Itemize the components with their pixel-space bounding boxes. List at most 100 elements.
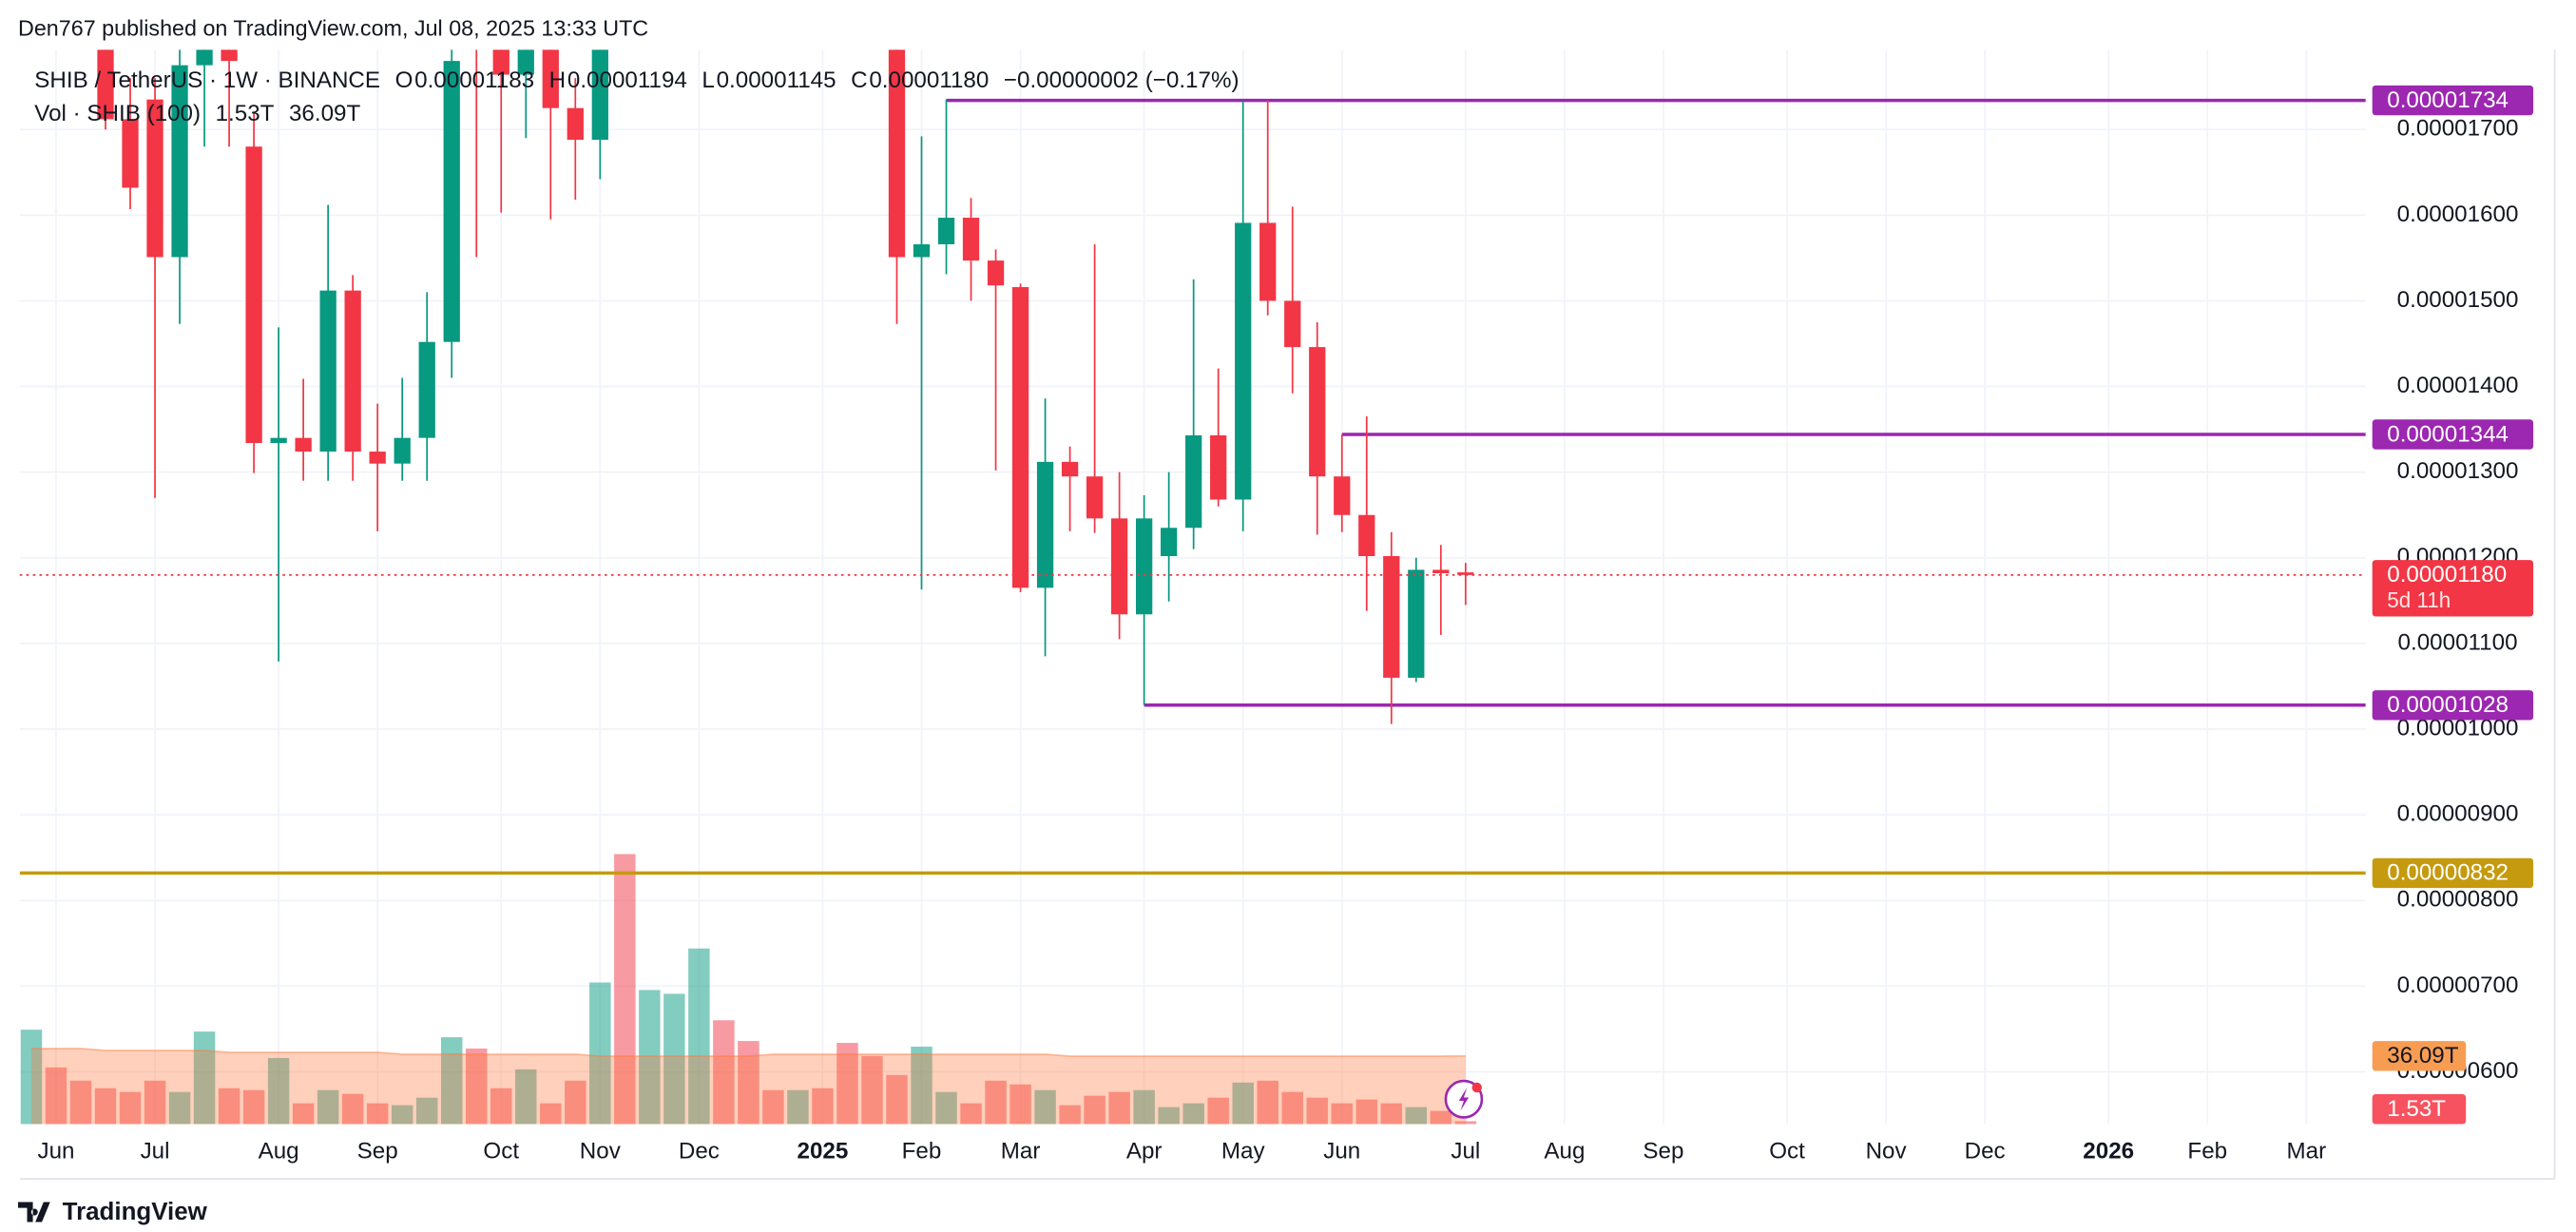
volume-bar [762, 1089, 784, 1125]
volume-ma-line [30, 1048, 1466, 1057]
volume-bar [292, 1103, 315, 1125]
volume-bar [1108, 1091, 1130, 1125]
candle-body [319, 290, 336, 452]
x-tick-label: Sep [1643, 1139, 1683, 1165]
candle-body [1110, 518, 1128, 615]
volume-bar [738, 1041, 759, 1125]
candle-body [1432, 569, 1450, 574]
candle-body [369, 452, 386, 464]
legend-volume-ma: 36.09T [289, 101, 360, 126]
replay-icon[interactable] [1444, 1079, 1484, 1119]
volume-bar [1009, 1084, 1031, 1125]
header: Den767 published on TradingView.com, Jul… [18, 16, 648, 41]
volume-bar [440, 1037, 463, 1125]
x-tick-label: Feb [2187, 1139, 2227, 1165]
volume-bar [415, 1097, 438, 1125]
volume-bar [1084, 1095, 1105, 1125]
x-tick-label: Dec [1965, 1139, 2006, 1165]
y-tick-label: 0.00001700 [2397, 116, 2519, 142]
volume-bar [317, 1089, 339, 1125]
volume-bar [861, 1055, 883, 1125]
y-tick-label: 0.00000900 [2397, 800, 2519, 826]
replay-dot [1471, 1082, 1482, 1093]
volume-bar [935, 1091, 957, 1125]
volume-bar [218, 1088, 240, 1125]
x-tick-label: 2026 [2083, 1139, 2134, 1165]
x-tick-label: Nov [580, 1139, 622, 1165]
volume-bar [1281, 1091, 1303, 1125]
volume-bar [168, 1091, 191, 1125]
candle-body [1061, 461, 1079, 477]
volume-bar [391, 1105, 413, 1125]
volume-bar [1306, 1097, 1328, 1125]
volume-bar [812, 1088, 834, 1125]
x-tick-label: Mar [2287, 1139, 2327, 1165]
candle-body [1210, 434, 1227, 500]
plot-area [19, 49, 2366, 1125]
level-tag [2372, 690, 2534, 721]
volume-bar [1331, 1103, 1353, 1125]
volume-bar [911, 1047, 932, 1125]
x-tick-label: Dec [679, 1139, 720, 1165]
y-tick-label: 0.00001100 [2398, 629, 2518, 655]
volume-bar [1232, 1082, 1254, 1125]
volume-ma-tag-label: 36.09T [2387, 1043, 2458, 1068]
x-tick-label: May [1221, 1139, 1266, 1165]
volume-bar [787, 1089, 809, 1125]
level-tag-label: 0.00001344 [2387, 421, 2509, 447]
candle-body [295, 437, 312, 452]
level-tag-label: 0.00000832 [2387, 860, 2509, 886]
footer-logo: TradingView [18, 1197, 208, 1225]
legend-value: 0.00001145 [717, 67, 836, 93]
volume-tag [2372, 1094, 2467, 1125]
legend-key: H [549, 67, 566, 93]
volume-bar [639, 990, 661, 1125]
volume-bar [886, 1074, 908, 1125]
candle-body [344, 290, 361, 452]
volume-bar [69, 1080, 92, 1125]
volume-bar [1380, 1103, 1403, 1125]
x-tick-label: Sep [357, 1139, 398, 1165]
candle-body [1135, 518, 1153, 615]
candle-body [1036, 461, 1054, 588]
candle-body [1408, 569, 1425, 678]
volume-bar [565, 1080, 586, 1125]
candle-body [1235, 222, 1252, 500]
x-tick-label: Aug [1544, 1139, 1585, 1165]
level-tag-label: 0.00001734 [2387, 87, 2509, 113]
legend-volume-title: Vol · SHIB (100) [34, 101, 201, 126]
legend-change: −0.00000002 [1004, 67, 1139, 93]
candle-body [146, 99, 163, 258]
candle-body [888, 49, 906, 258]
y-tick-label: 0.00000800 [2397, 887, 2519, 913]
volume-tag-label: 1.53T [2387, 1096, 2446, 1122]
legend-value: 0.00001194 [567, 67, 687, 93]
volume-bar [985, 1080, 1007, 1125]
y-tick-label: 0.00000700 [2397, 972, 2519, 998]
legend-symbol: SHIB / TetherUS · 1W · BINANCE [34, 67, 380, 93]
volume-bar [1059, 1105, 1081, 1125]
volume-bar [1454, 1121, 1477, 1125]
candle-body [591, 49, 608, 141]
volume-bar [688, 948, 710, 1125]
candle-body [937, 218, 955, 244]
volume-bar [1405, 1107, 1428, 1125]
volume-bar [267, 1057, 290, 1125]
countdown-label: 5d 11h [2387, 588, 2451, 612]
volume-bar [836, 1043, 858, 1125]
x-tick-label: Feb [902, 1139, 942, 1165]
candle-body [221, 49, 238, 62]
volume-ma-area [30, 1049, 1466, 1125]
x-tick-label: 2025 [798, 1139, 849, 1165]
candle-body [492, 49, 509, 75]
candle-body [245, 146, 262, 444]
volume-bar [242, 1089, 265, 1125]
volume-bar [614, 854, 636, 1125]
volume-bar [1430, 1110, 1452, 1125]
legend-key: L [702, 67, 714, 93]
volume-bar [119, 1091, 142, 1125]
x-tick-label: Jun [1323, 1139, 1360, 1165]
volume-bar [341, 1093, 364, 1125]
y-tick-label: 0.00001600 [2397, 202, 2519, 227]
volume-bar [1207, 1097, 1229, 1125]
